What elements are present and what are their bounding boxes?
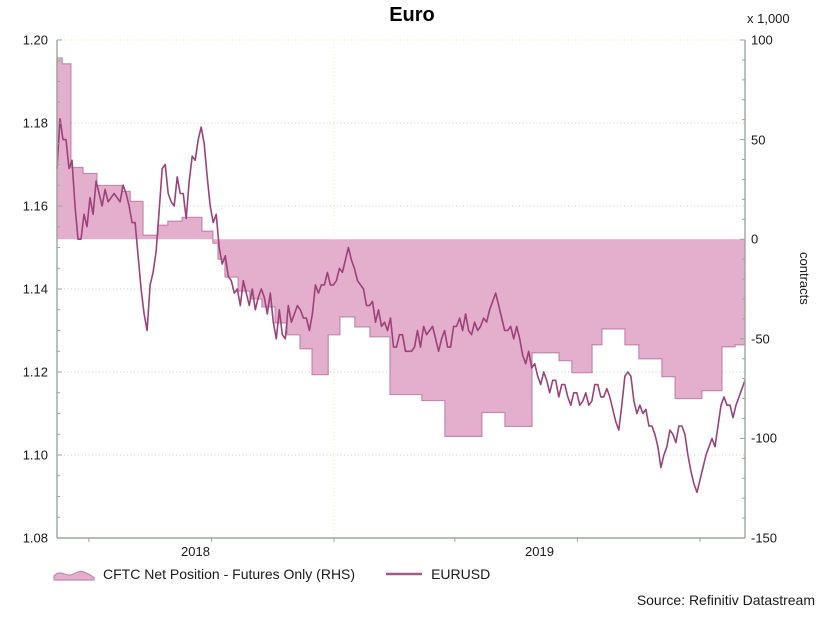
legend-line-label: EURUSD <box>431 566 491 582</box>
y-axis-left-tick-label: 1.16 <box>22 198 48 214</box>
right-axis-multiplier-label: x 1,000 <box>747 11 790 26</box>
y-axis-left-tick-label: 1.14 <box>22 281 48 297</box>
y-axis-right-tick-label: -150 <box>751 530 778 546</box>
legend-area-swatch-icon <box>53 567 95 582</box>
legend: CFTC Net Position - Futures Only (RHS) E… <box>53 566 490 582</box>
legend-line-swatch-icon <box>385 571 423 577</box>
y-axis-right-tick-label: 50 <box>751 132 766 148</box>
y-axis-left-tick-label: 1.18 <box>22 115 48 131</box>
x-axis-year-label: 2019 <box>525 544 554 559</box>
y-axis-right-tick-label: 0 <box>751 231 759 247</box>
y-axis-left-tick-label: 1.10 <box>22 447 48 463</box>
source-attribution: Source: Refinitiv Datastream <box>636 592 815 608</box>
y-axis-left-tick-label: 1.12 <box>22 364 48 380</box>
right-axis-unit-label: contracts <box>797 252 812 305</box>
y-axis-right-tick-label: -100 <box>751 430 778 446</box>
y-axis-left-tick-label: 1.20 <box>22 32 48 48</box>
chart-title: Euro <box>389 4 435 26</box>
y-axis-right-tick-label: -50 <box>751 331 770 347</box>
y-axis-left-tick-label: 1.08 <box>22 530 48 546</box>
legend-area-label: CFTC Net Position - Futures Only (RHS) <box>103 566 356 582</box>
cftc-net-position-area <box>57 57 745 437</box>
y-axis-right-tick-label: 100 <box>751 32 773 48</box>
eurusd-line <box>56 118 746 494</box>
x-axis-year-label: 2018 <box>181 544 210 559</box>
